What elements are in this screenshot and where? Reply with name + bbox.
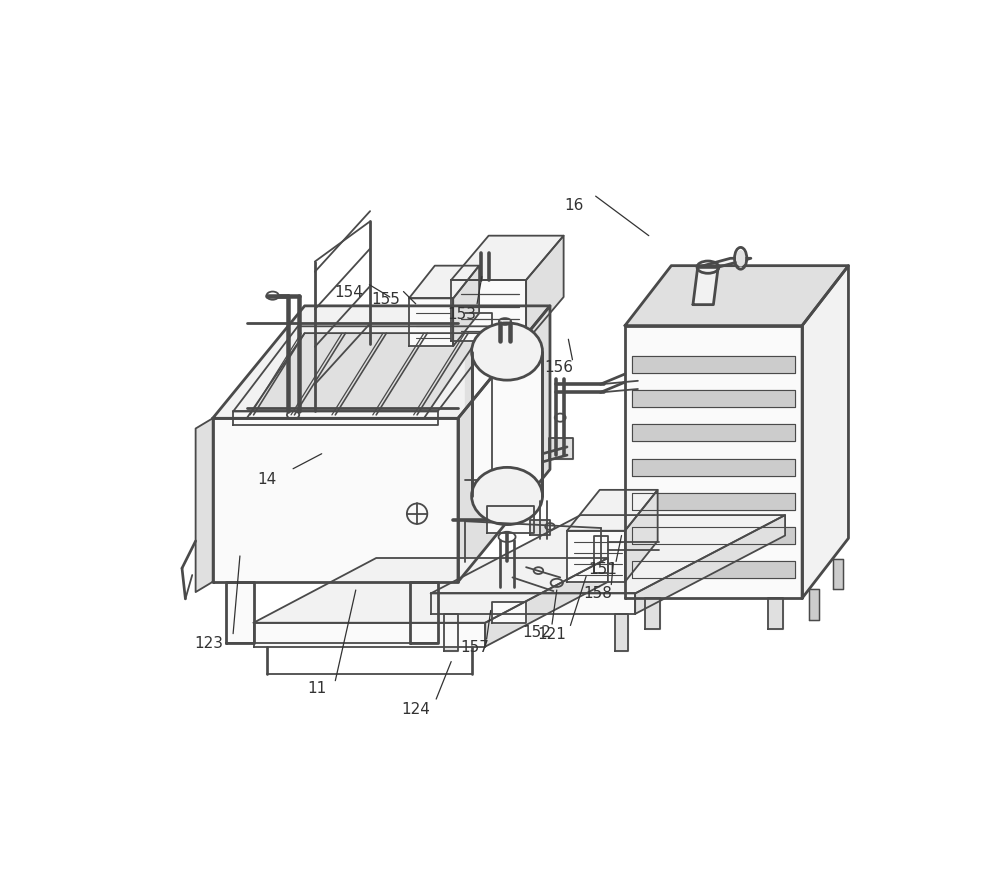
- Polygon shape: [632, 527, 795, 543]
- Polygon shape: [698, 258, 751, 267]
- Text: 124: 124: [401, 702, 430, 717]
- Text: 156: 156: [544, 360, 573, 375]
- Polygon shape: [567, 531, 625, 581]
- Polygon shape: [451, 235, 564, 280]
- Polygon shape: [594, 535, 608, 573]
- Polygon shape: [567, 490, 658, 531]
- Polygon shape: [233, 327, 502, 412]
- Polygon shape: [254, 623, 485, 647]
- Polygon shape: [625, 490, 658, 581]
- Polygon shape: [549, 438, 573, 458]
- Polygon shape: [431, 515, 785, 594]
- Text: 154: 154: [335, 286, 363, 300]
- Polygon shape: [410, 581, 438, 643]
- Polygon shape: [472, 351, 542, 496]
- Polygon shape: [451, 280, 526, 342]
- Polygon shape: [632, 390, 795, 407]
- Polygon shape: [213, 419, 458, 581]
- Polygon shape: [453, 266, 479, 346]
- Polygon shape: [632, 458, 795, 475]
- Text: 158: 158: [583, 586, 612, 601]
- Polygon shape: [233, 412, 438, 425]
- Text: 152: 152: [522, 625, 551, 640]
- Polygon shape: [809, 589, 819, 620]
- Polygon shape: [485, 558, 608, 647]
- Polygon shape: [226, 581, 254, 643]
- Polygon shape: [492, 603, 526, 623]
- Polygon shape: [431, 594, 635, 614]
- Text: 155: 155: [371, 292, 400, 307]
- Ellipse shape: [472, 323, 542, 381]
- Polygon shape: [213, 306, 550, 419]
- Polygon shape: [247, 333, 482, 419]
- Polygon shape: [632, 425, 795, 442]
- Polygon shape: [530, 519, 550, 535]
- Text: 153: 153: [447, 306, 476, 321]
- Polygon shape: [526, 235, 564, 342]
- Text: 157: 157: [461, 641, 489, 656]
- Polygon shape: [254, 558, 608, 623]
- Polygon shape: [465, 312, 492, 480]
- Polygon shape: [625, 326, 802, 598]
- Ellipse shape: [737, 250, 745, 266]
- Polygon shape: [458, 306, 550, 581]
- Polygon shape: [444, 614, 458, 651]
- Text: 16: 16: [564, 197, 584, 212]
- Polygon shape: [833, 558, 843, 589]
- Polygon shape: [632, 357, 795, 373]
- Polygon shape: [487, 506, 534, 534]
- Polygon shape: [632, 493, 795, 510]
- Polygon shape: [645, 598, 660, 629]
- Text: 123: 123: [195, 635, 224, 650]
- Polygon shape: [409, 266, 479, 298]
- Ellipse shape: [472, 467, 542, 525]
- Text: 121: 121: [538, 627, 566, 642]
- Polygon shape: [635, 515, 785, 614]
- Polygon shape: [409, 298, 453, 346]
- Text: 14: 14: [258, 472, 277, 487]
- Polygon shape: [693, 267, 718, 304]
- Polygon shape: [625, 266, 848, 326]
- Polygon shape: [632, 561, 795, 578]
- Polygon shape: [802, 266, 848, 598]
- Polygon shape: [768, 598, 783, 629]
- Text: 11: 11: [307, 681, 327, 696]
- Polygon shape: [615, 614, 628, 651]
- Text: 151: 151: [588, 562, 617, 577]
- Polygon shape: [196, 419, 213, 592]
